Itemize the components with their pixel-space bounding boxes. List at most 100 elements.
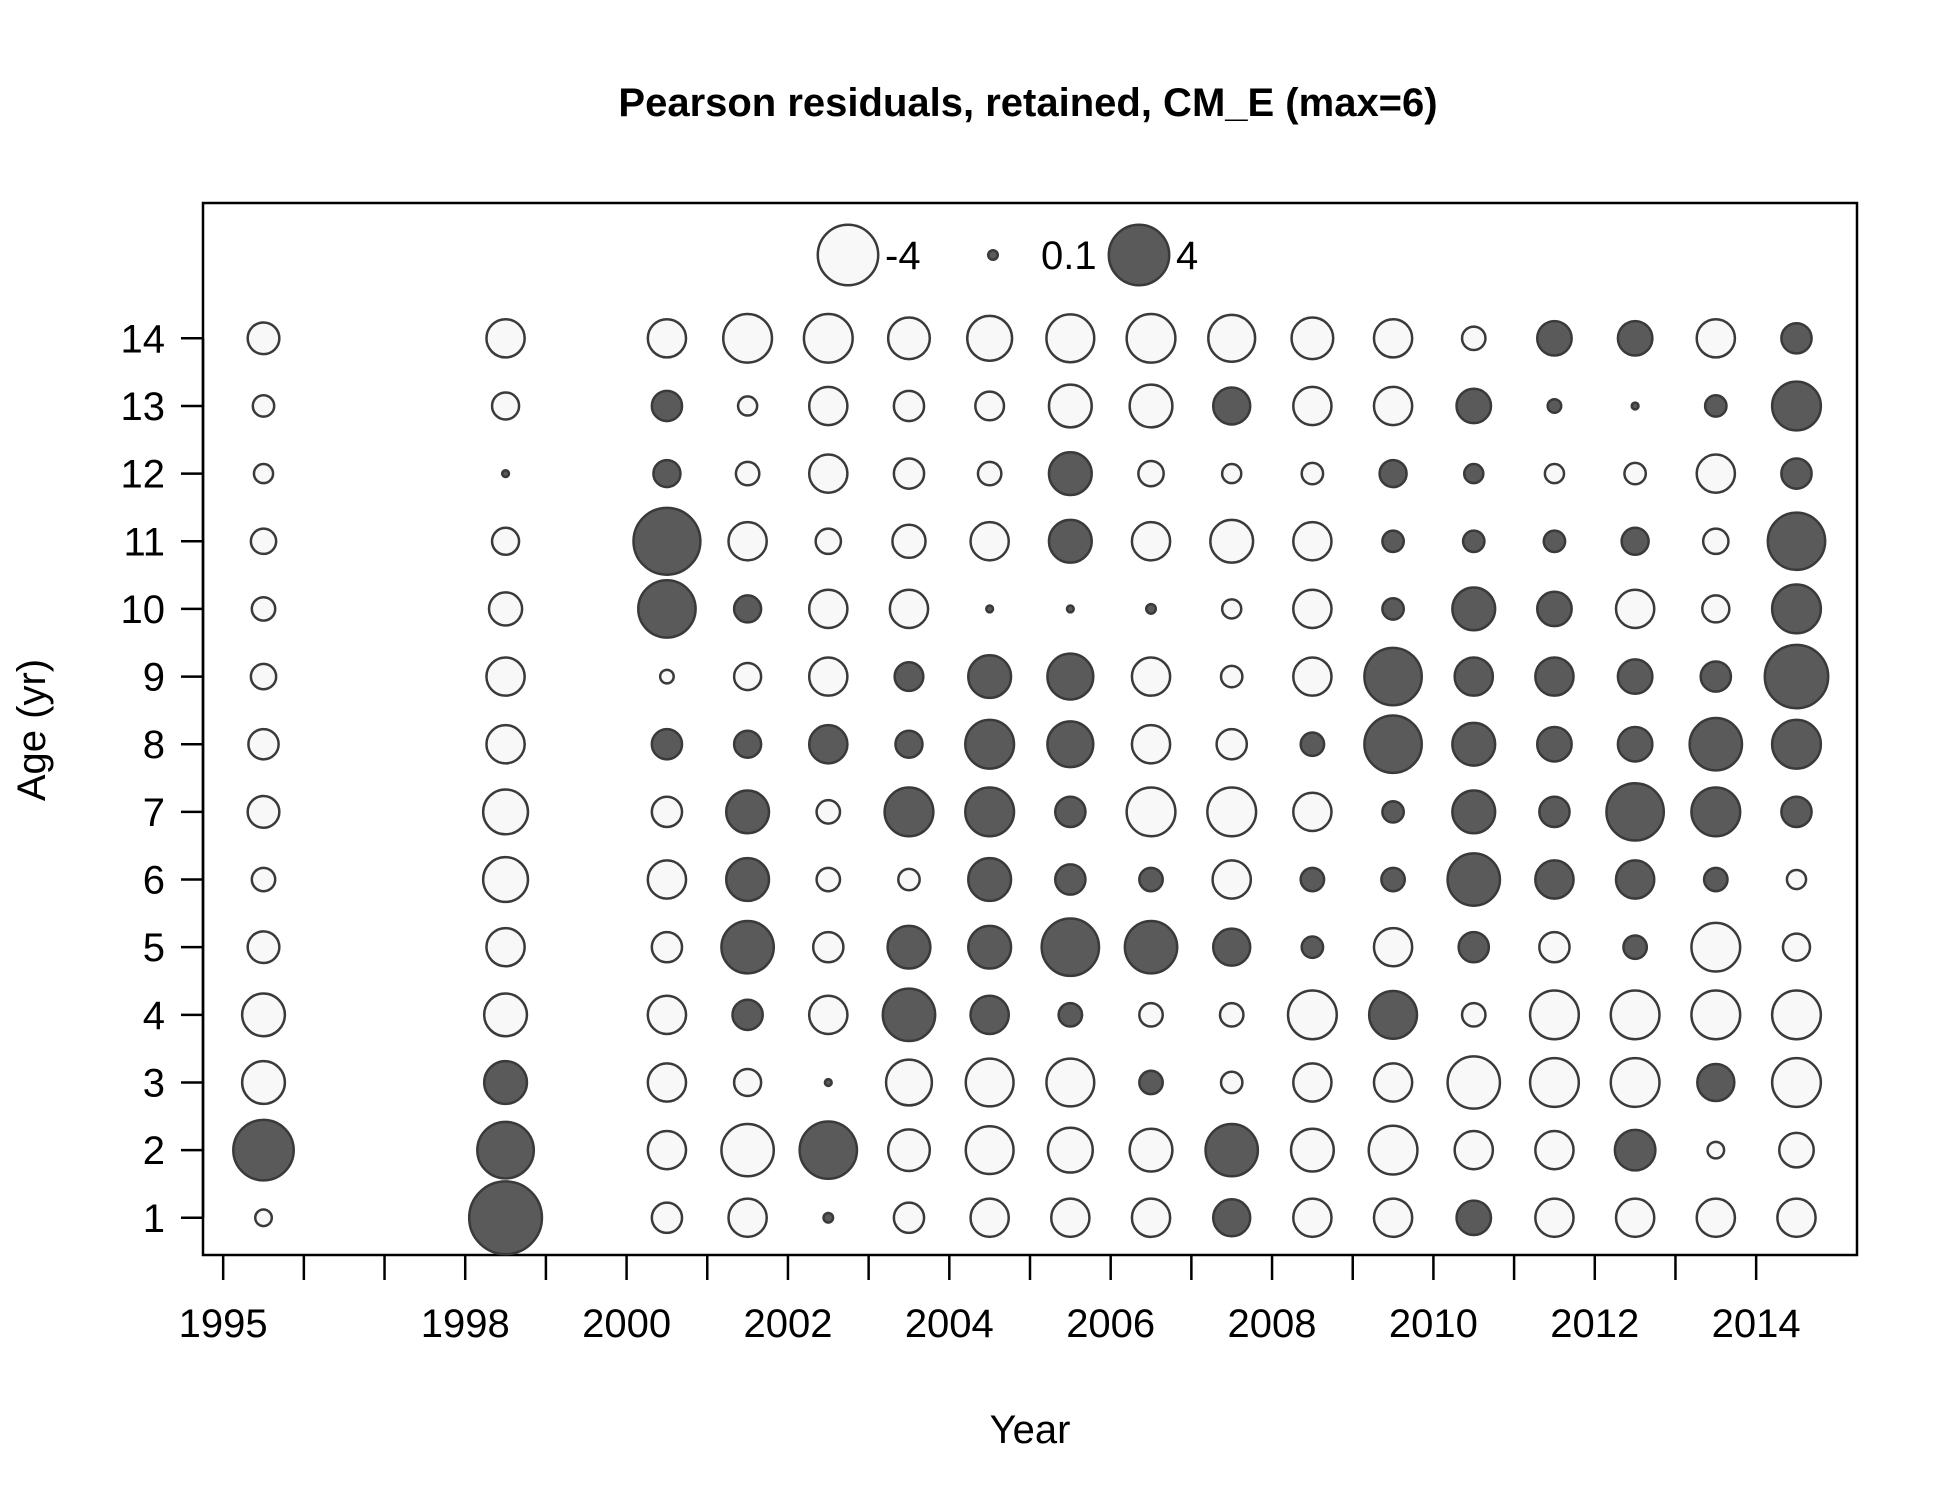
residual-point (1130, 656, 1172, 697)
residual-point (1292, 520, 1333, 562)
residual-point (1451, 586, 1497, 632)
residual-point (1128, 1127, 1174, 1173)
y-tick-label: 4 (143, 994, 165, 1038)
residual-point (1363, 646, 1423, 707)
residual-point (1688, 716, 1744, 772)
residual-point (1047, 518, 1093, 564)
residual-point (1534, 1197, 1575, 1239)
residual-point (815, 866, 842, 893)
residual-point (886, 1128, 932, 1173)
residual-point (893, 660, 925, 693)
residual-point (247, 727, 280, 761)
residual-point (1546, 397, 1563, 414)
residual-point (1138, 866, 1164, 893)
residual-point (1125, 786, 1177, 838)
residual-point (650, 930, 684, 964)
residual-point (1204, 1122, 1260, 1178)
residual-point (727, 520, 768, 562)
residual-point (1220, 598, 1243, 620)
y-tick-label: 3 (143, 1061, 165, 1105)
residual-point (892, 1201, 926, 1235)
residual-point (246, 930, 281, 965)
residual-point (1780, 795, 1813, 829)
y-tick-label: 12 (121, 453, 166, 497)
residual-point (985, 604, 995, 614)
residual-point (1455, 1199, 1493, 1237)
residual-point (1605, 781, 1666, 842)
y-tick-label: 9 (143, 656, 165, 700)
residual-point (1614, 588, 1656, 630)
residual-point (1770, 718, 1823, 770)
residual-point (1690, 921, 1742, 973)
residual-point (490, 526, 521, 557)
residual-point (1785, 868, 1808, 891)
residual-point (964, 1125, 1015, 1176)
residual-point (1372, 1062, 1414, 1103)
residual-point (1372, 1197, 1414, 1239)
residual-point (1299, 731, 1326, 758)
residual-point (886, 924, 932, 970)
residual-point (1701, 594, 1731, 624)
residual-point (1292, 656, 1333, 697)
residual-point (1211, 386, 1252, 426)
residual-point (650, 389, 684, 423)
y-tick-label: 10 (121, 588, 166, 632)
residual-point (1292, 1062, 1333, 1103)
residual-point (1290, 316, 1335, 361)
residual-point (1218, 1001, 1245, 1028)
legend-symbol (986, 248, 1000, 262)
residual-point (232, 1118, 295, 1182)
y-tick-label: 14 (121, 317, 166, 361)
x-tick-label: 2012 (1550, 1302, 1639, 1346)
residual-point (500, 468, 511, 479)
y-tick-label: 7 (143, 791, 165, 835)
residual-point (1206, 786, 1258, 838)
residual-point (1780, 457, 1813, 490)
x-tick-label: 1998 (421, 1302, 510, 1346)
residual-point (1049, 1197, 1091, 1239)
residual-point (482, 1059, 529, 1106)
residual-point (724, 789, 771, 835)
residual-point (1128, 383, 1174, 429)
residual-point (1695, 317, 1737, 359)
residual-point (1372, 317, 1414, 359)
residual-point (883, 786, 935, 838)
legend-symbol (1107, 223, 1171, 287)
residual-point (485, 656, 526, 697)
residual-point (481, 788, 530, 836)
residual-point (807, 453, 849, 494)
residual-point (1046, 720, 1095, 769)
y-axis-label: Age (yr) (10, 659, 54, 801)
residual-point (1706, 1140, 1726, 1160)
residual-point (1614, 859, 1656, 900)
residual-point (1372, 385, 1414, 427)
x-axis-label: Year (990, 1408, 1071, 1452)
residual-point (1040, 917, 1101, 978)
x-tick-label: 2000 (582, 1302, 671, 1346)
residual-point (1528, 989, 1581, 1041)
residual-point (1381, 596, 1406, 621)
residual-point (1207, 313, 1257, 363)
residual-point (1137, 459, 1165, 488)
x-tick-label: 2010 (1389, 1302, 1478, 1346)
residual-point (1703, 394, 1728, 418)
residual-point (722, 312, 774, 364)
residual-point (1699, 660, 1733, 693)
residual-point (1057, 1001, 1084, 1028)
residual-point (1292, 1197, 1333, 1239)
residual-point (1609, 1056, 1661, 1109)
residual-point (1534, 656, 1575, 697)
residual-point (1367, 1124, 1419, 1176)
residual-point (807, 588, 849, 630)
residual-point (1462, 462, 1485, 485)
residual-point (1367, 989, 1419, 1040)
residual-point (467, 1180, 544, 1256)
residual-point (1211, 859, 1253, 900)
residual-point (637, 579, 697, 639)
residual-points (232, 312, 1830, 1256)
residual-point (1690, 786, 1742, 838)
legend-symbol (816, 223, 880, 287)
residual-point (966, 314, 1014, 362)
residual-point (1292, 385, 1333, 427)
residual-point (249, 527, 278, 556)
